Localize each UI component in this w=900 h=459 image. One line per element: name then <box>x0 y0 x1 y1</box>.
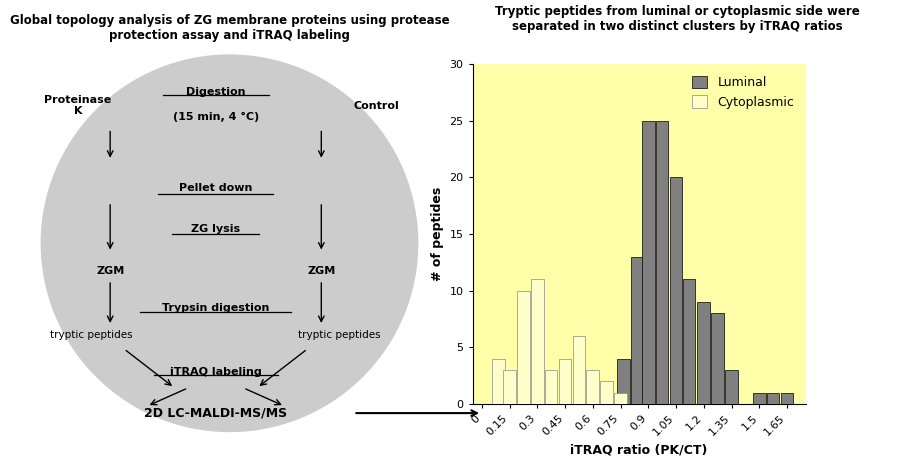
Text: Global topology analysis of ZG membrane proteins using protease
protection assay: Global topology analysis of ZG membrane … <box>10 14 449 42</box>
Bar <box>683 280 695 404</box>
Bar <box>642 121 654 404</box>
Text: Trypsin digestion: Trypsin digestion <box>162 302 269 313</box>
Bar <box>656 121 669 404</box>
Text: 2D LC-MALDI-MS/MS: 2D LC-MALDI-MS/MS <box>144 407 287 420</box>
Bar <box>753 392 766 404</box>
Bar <box>711 313 724 404</box>
Circle shape <box>41 55 418 431</box>
Bar <box>767 392 779 404</box>
Bar <box>503 370 516 404</box>
Text: ZG lysis: ZG lysis <box>191 224 240 235</box>
Bar <box>600 381 613 404</box>
Text: Pellet down: Pellet down <box>179 183 252 193</box>
Text: Digestion: Digestion <box>186 87 246 97</box>
Text: Proteinase
K: Proteinase K <box>44 95 112 117</box>
Text: (15 min, 4 °C): (15 min, 4 °C) <box>173 112 259 122</box>
Bar <box>780 392 793 404</box>
Bar <box>559 358 572 404</box>
Bar <box>698 302 710 404</box>
Bar <box>572 336 585 404</box>
Bar <box>518 291 530 404</box>
Bar <box>617 358 630 404</box>
Text: Tryptic peptides from luminal or cytoplasmic side were
separated in two distinct: Tryptic peptides from luminal or cytopla… <box>495 5 860 33</box>
Bar <box>725 370 738 404</box>
Bar <box>587 370 599 404</box>
Text: ZGM: ZGM <box>307 266 336 276</box>
Bar <box>670 178 682 404</box>
Text: iTRAQ labeling: iTRAQ labeling <box>170 367 262 377</box>
Bar <box>531 280 544 404</box>
Text: tryptic peptides: tryptic peptides <box>50 330 133 340</box>
Bar <box>614 392 626 404</box>
Bar <box>492 358 505 404</box>
Legend: Luminal, Cytoplasmic: Luminal, Cytoplasmic <box>688 71 799 114</box>
Y-axis label: # of peptides: # of peptides <box>431 187 444 281</box>
Bar <box>631 257 644 404</box>
X-axis label: iTRAQ ratio (PK/CT): iTRAQ ratio (PK/CT) <box>571 443 707 456</box>
Bar <box>544 370 557 404</box>
Text: ZGM: ZGM <box>96 266 124 276</box>
Text: tryptic peptides: tryptic peptides <box>298 330 381 340</box>
Text: Control: Control <box>354 101 400 111</box>
